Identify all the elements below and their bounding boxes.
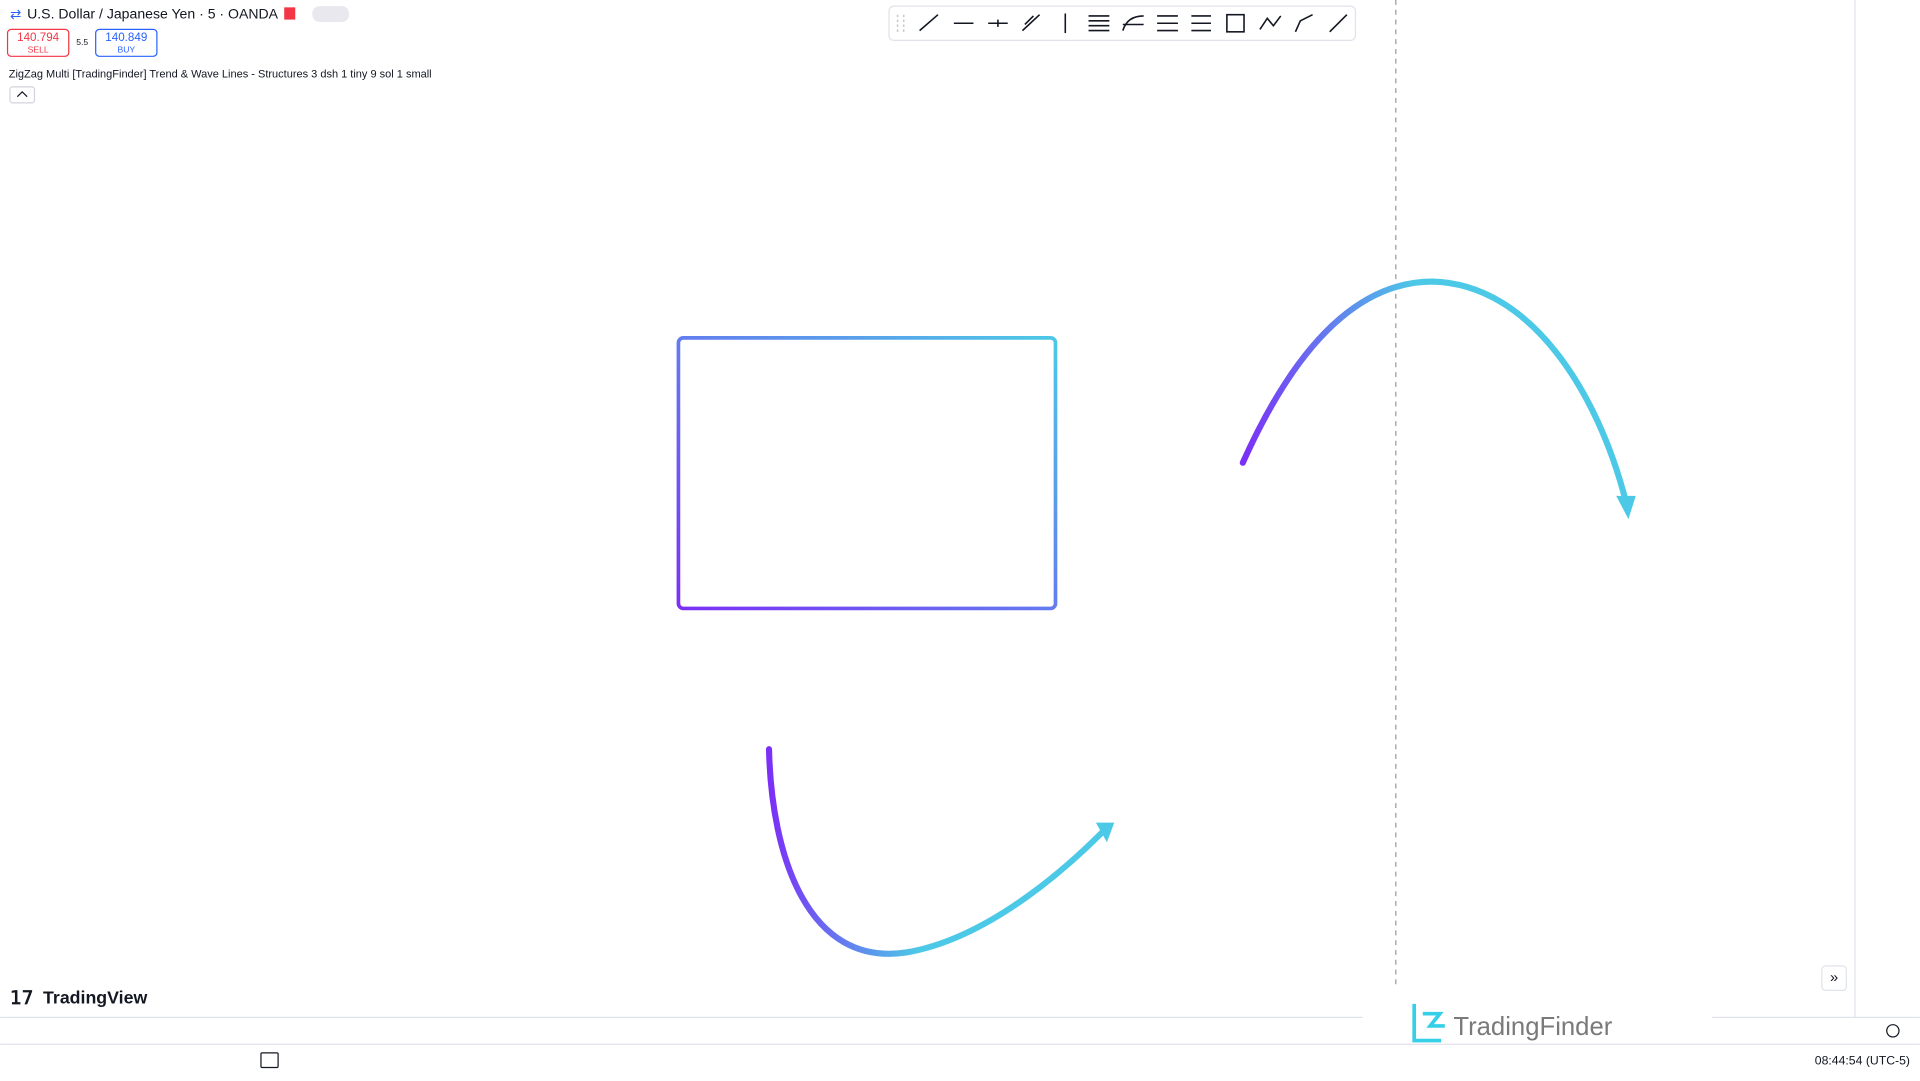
sell-button[interactable] (6, 28, 70, 57)
scroll-icon[interactable]: » (1830, 970, 1838, 986)
spread: 5.5 (76, 37, 88, 47)
symbol-icon: ⇄ (10, 6, 21, 21)
sell-price[interactable]: 140.794 (17, 31, 60, 44)
toggle[interactable] (312, 6, 350, 23)
watermark: TradingFinder (1453, 1013, 1612, 1041)
highlight-box (676, 336, 1058, 611)
buy-label[interactable]: BUY (118, 44, 136, 54)
brand-logo: 𝟣𝟩 (10, 987, 33, 1008)
brand: TradingView (43, 988, 147, 1008)
buy-price[interactable]: 140.849 (105, 31, 147, 44)
clock: 08:44:54 (UTC-5) (1815, 1054, 1910, 1068)
toolbar-icons[interactable] (896, 13, 1348, 34)
arrow-head (1095, 822, 1115, 843)
bottom-toolbar (0, 1044, 1920, 1081)
curved-arrow (765, 746, 1106, 957)
scroll-button[interactable] (1821, 965, 1847, 992)
market-flag (284, 7, 296, 20)
sell-label[interactable]: SELL (28, 44, 49, 54)
collapse-icon (16, 90, 28, 98)
indicator-legend[interactable]: ZigZag Multi [TradingFinder] Trend & Wav… (9, 69, 432, 81)
symbol[interactable]: U.S. Dollar / Japanese Yen · 5 · OANDA (27, 5, 279, 21)
calendar-icon[interactable] (260, 1052, 279, 1069)
collapse-button[interactable] (9, 86, 36, 104)
price-axis (1854, 0, 1920, 1018)
settings-icon[interactable] (1886, 1024, 1900, 1038)
curved-arrow (1239, 278, 1630, 505)
arrow-head (1616, 495, 1636, 520)
watermark-icon (1412, 1003, 1445, 1043)
buy-button[interactable] (95, 28, 158, 57)
